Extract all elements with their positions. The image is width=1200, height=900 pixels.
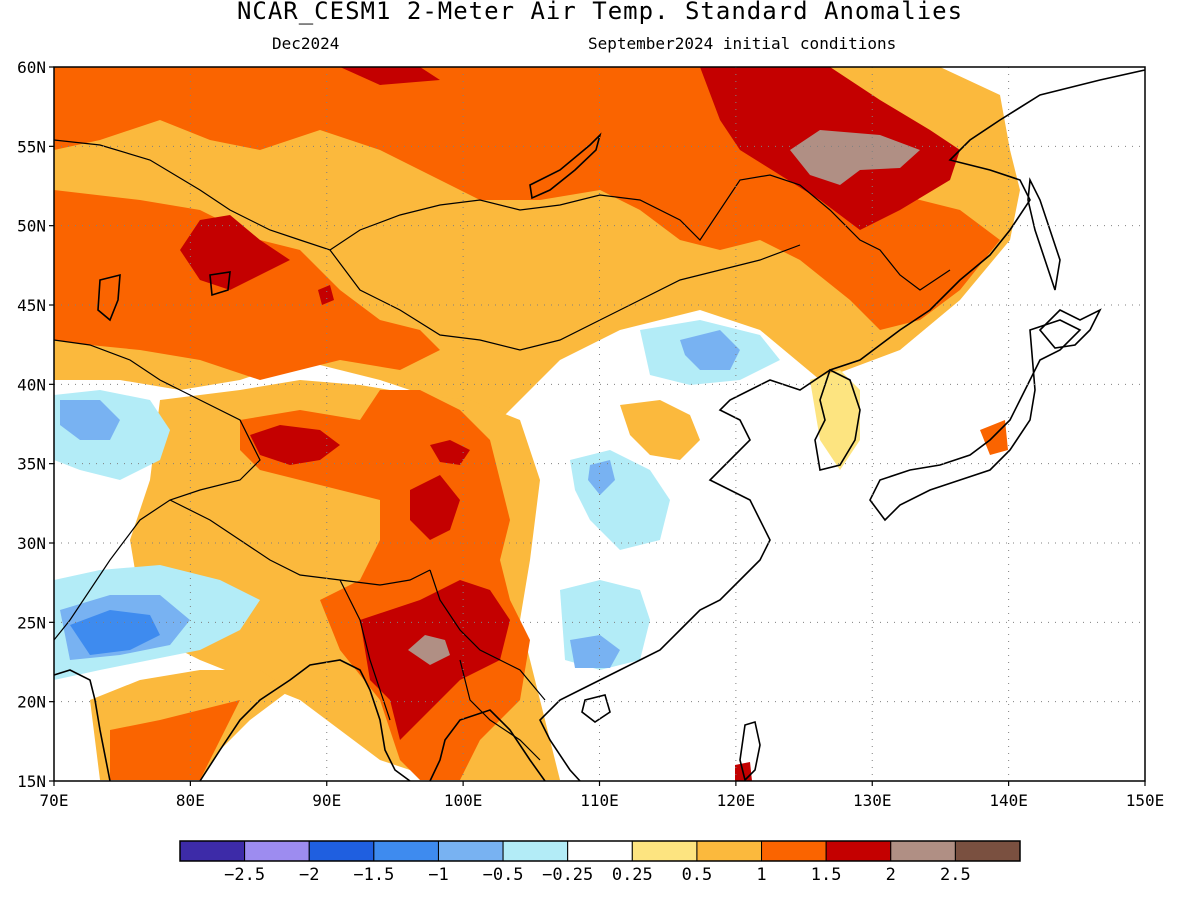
coastline-east-asia xyxy=(539,69,1146,782)
coastline-taiwan xyxy=(739,720,761,782)
coastline-caspian xyxy=(97,273,121,322)
colorbar-swatch xyxy=(761,840,827,862)
lat-tick-label: 20N xyxy=(17,693,46,712)
country-borders xyxy=(53,139,951,761)
anomaly-region-plus2-kazakh xyxy=(180,215,290,290)
colorbar-label: 0.25 xyxy=(612,865,653,885)
lat-tick-label: 55N xyxy=(17,137,46,156)
anomaly-region-plus1-eastchina xyxy=(620,400,700,460)
colorbar-swatch xyxy=(437,840,504,862)
lat-tick-label: 25N xyxy=(17,613,46,632)
lat-tick-label: 15N xyxy=(17,772,46,791)
colorbar-label: −0.25 xyxy=(542,865,593,885)
lon-tick-label: 70E xyxy=(40,791,69,810)
colorbar-swatch xyxy=(890,840,956,862)
anomaly-region-plus25-indochina xyxy=(408,635,450,665)
anomaly-fill xyxy=(54,67,1020,781)
coastline-sakhalin xyxy=(1027,177,1061,291)
border-himalaya xyxy=(169,499,431,586)
gridlines xyxy=(54,67,1145,781)
map-title: NCAR_CESM1 2-Meter Air Temp. Standard An… xyxy=(236,0,964,25)
lon-tick-label: 80E xyxy=(176,791,205,810)
lon-tick-label: 90E xyxy=(312,791,341,810)
border-myanmar xyxy=(339,579,391,721)
lon-tick-label: 120E xyxy=(717,791,756,810)
colorbar-frame xyxy=(179,840,1021,862)
colorbar-swatch xyxy=(308,840,375,862)
coastline-indochina xyxy=(429,709,546,782)
anomaly-region-minus05-south xyxy=(570,635,620,668)
coastline-japan xyxy=(869,319,1082,522)
coastline-hokkaido xyxy=(1038,308,1102,349)
lat-tick-label: 35N xyxy=(17,455,46,474)
border-russia-south xyxy=(53,139,951,291)
lat-tick-label: 40N xyxy=(17,375,46,394)
colorbar-label: 1.5 xyxy=(811,865,842,885)
border-china-southwest xyxy=(429,569,546,701)
anomaly-region-plus2-northeast xyxy=(340,67,440,85)
lat-tick-label: 30N xyxy=(17,534,46,553)
colorbar-swatch xyxy=(567,840,633,862)
coastline-bay-of-bengal xyxy=(199,659,411,782)
anomaly-region-plus2-tibet-a xyxy=(250,425,340,465)
latitude-ticks: 15N 20N 25N 30N 35N 40N 45N 50N 55N 60N xyxy=(17,58,54,791)
border-indochina-internal xyxy=(459,659,541,761)
lon-tick-label: 130E xyxy=(853,791,892,810)
anomaly-region-plus2-tibet-c xyxy=(410,475,460,540)
coastline-korea xyxy=(814,368,861,471)
colorbar-swatch xyxy=(244,840,310,862)
colorbar-swatch xyxy=(373,840,439,862)
colorbar-label: −2 xyxy=(299,865,319,885)
coastlines xyxy=(53,69,1146,782)
colorbar-label: 1 xyxy=(756,865,766,885)
colorbar-swatch xyxy=(696,840,763,862)
colorbar-swatch xyxy=(179,840,246,862)
colorbar-swatch xyxy=(631,840,698,862)
colorbar-swatch xyxy=(825,840,892,862)
colorbar: −2.5 −2 −1.5 −1 −0.5 −0.25 0.25 0.5 1 1.5 2 2.5 xyxy=(179,840,1021,885)
valid-month-label: Dec2024 xyxy=(272,34,340,53)
anomaly-region-minus025-eastchina xyxy=(570,450,670,550)
colorbar-label: 2 xyxy=(886,865,896,885)
anomaly-region-minus05-westasia xyxy=(60,400,120,440)
lat-tick-label: 45N xyxy=(17,296,46,315)
colorbar-label: 0.5 xyxy=(682,865,713,885)
coastline-balkhash xyxy=(209,271,231,297)
lat-tick-label: 50N xyxy=(17,217,46,236)
anomaly-region-minus05-northchina xyxy=(680,330,740,370)
lon-tick-label: 110E xyxy=(580,791,619,810)
coastline-baikal xyxy=(529,132,602,200)
colorbar-label: −1 xyxy=(428,865,448,885)
anomaly-region-plus15-india xyxy=(110,700,240,780)
border-central-asia xyxy=(53,339,261,641)
lon-tick-label: 100E xyxy=(444,791,483,810)
anomaly-region-plus25-manchuria xyxy=(790,130,920,185)
anomaly-region-plus2-tibet-b xyxy=(430,440,470,465)
initial-conditions-label: September2024 initial conditions xyxy=(588,34,897,53)
lat-tick-label: 60N xyxy=(17,58,46,77)
colorbar-label: −2.5 xyxy=(224,865,265,885)
coastline-hainan xyxy=(581,694,611,723)
colorbar-swatch xyxy=(954,840,1021,862)
anomaly-region-plus2-small1 xyxy=(318,285,334,305)
lon-tick-label: 150E xyxy=(1126,791,1165,810)
longitude-ticks: 70E 80E 90E 100E 110E 120E 130E 140E 150E xyxy=(40,781,1165,810)
colorbar-label: −1.5 xyxy=(353,865,394,885)
colorbar-swatch xyxy=(502,840,569,862)
lon-tick-label: 140E xyxy=(989,791,1028,810)
coastline-south-asia xyxy=(53,669,111,782)
border-mongolia-china xyxy=(329,244,801,351)
colorbar-label: 2.5 xyxy=(940,865,971,885)
anomaly-region-minus05-eastchina xyxy=(588,460,615,495)
colorbar-label: −0.5 xyxy=(483,865,524,885)
anomaly-region-plus15-westcentral xyxy=(54,190,440,380)
anomaly-region-minus1-india xyxy=(70,610,160,655)
